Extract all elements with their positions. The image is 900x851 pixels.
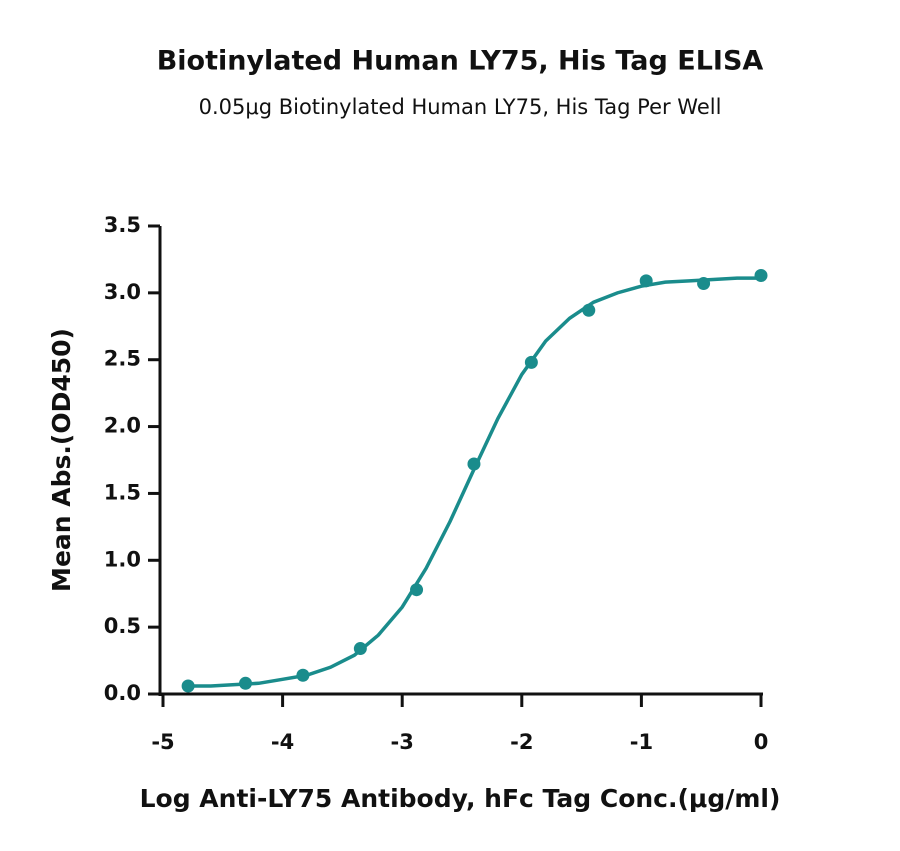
data-point: [582, 303, 596, 317]
y-tick-label: 3.5: [104, 213, 141, 237]
x-tick-label: -4: [271, 730, 294, 754]
x-tick-label: 0: [754, 730, 769, 754]
x-tick-label: -2: [510, 730, 533, 754]
y-tick-label: 2.0: [104, 414, 141, 438]
y-tick-label: 1.5: [104, 480, 141, 504]
y-tick-label: 3.0: [104, 280, 141, 304]
x-tick-label: -5: [151, 730, 174, 754]
y-tick-label: 1.0: [104, 547, 141, 571]
data-point: [467, 457, 481, 471]
y-tick-label: 0.5: [104, 614, 141, 638]
y-tick-label: 0.0: [104, 681, 141, 705]
data-point: [410, 583, 424, 597]
x-axis-title: Log Anti-LY75 Antibody, hFc Tag Conc.(μg…: [140, 784, 781, 813]
x-tick-label: -3: [391, 730, 414, 754]
data-point: [181, 679, 195, 693]
data-point: [697, 276, 711, 290]
data-point: [353, 642, 367, 656]
data-point: [524, 355, 538, 369]
chart-subtitle: 0.05μg Biotinylated Human LY75, His Tag …: [199, 95, 722, 119]
fit-curve: [186, 276, 761, 688]
x-tick-label: -1: [630, 730, 653, 754]
chart-title: Biotinylated Human LY75, His Tag ELISA: [157, 46, 764, 77]
y-tick-label: 2.5: [104, 347, 141, 371]
y-axis-title: Mean Abs.(OD450): [47, 328, 76, 592]
data-point: [754, 268, 768, 282]
data-point: [296, 668, 310, 682]
data-point: [639, 274, 653, 288]
data-point: [239, 676, 253, 690]
